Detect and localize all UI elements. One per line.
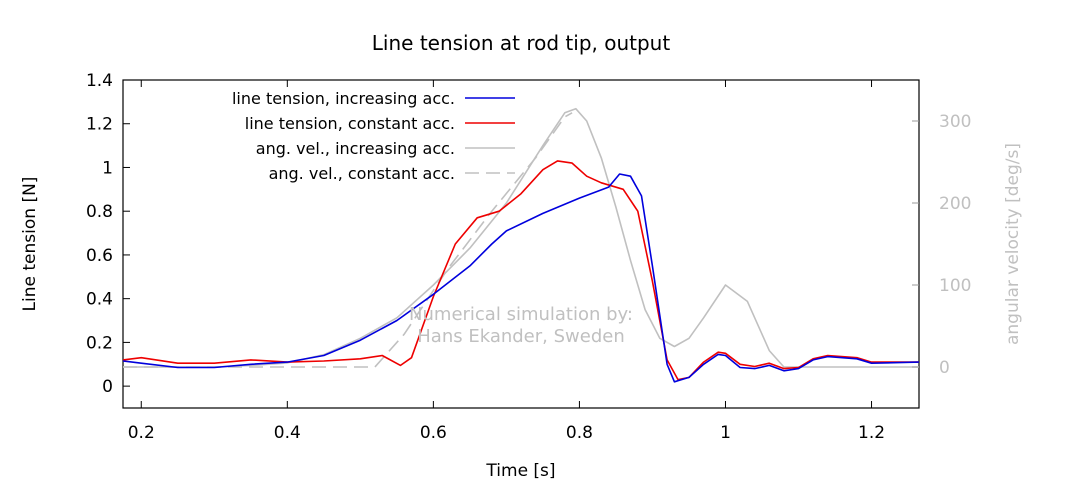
y-tick-label: 0.2 xyxy=(86,333,113,353)
legend-label: ang. vel., constant acc. xyxy=(269,164,455,183)
series-line-ang-vel-increasing-acc xyxy=(123,107,919,368)
y-tick-label: 0.8 xyxy=(86,202,113,222)
series-line-line-tension-increasing-acc xyxy=(122,173,920,383)
chart-title: Line tension at rod tip, output xyxy=(372,31,671,55)
y2-tick-label: 300 xyxy=(939,112,971,132)
plot-area xyxy=(122,79,920,409)
y-tick-label: 0.4 xyxy=(86,290,113,310)
plot-frame xyxy=(122,79,920,409)
y-tick-label: 1.4 xyxy=(86,71,113,91)
legend-label: ang. vel., increasing acc. xyxy=(256,139,455,158)
x-tick-label: 0.6 xyxy=(420,423,447,443)
y2-tick-label: 200 xyxy=(939,194,971,214)
series-line-ang-vel-constant-acc xyxy=(123,112,573,368)
annotation: Numerical simulation by:Hans Ekander, Sw… xyxy=(409,304,633,347)
y-tick-label: 0 xyxy=(102,377,113,397)
annotation-line: Numerical simulation by: xyxy=(409,304,633,325)
y2-tick-label: 100 xyxy=(939,276,971,296)
y2-tick-label: 0 xyxy=(939,358,950,378)
y-tick-label: 1 xyxy=(102,158,113,178)
x-tick-label: 1 xyxy=(720,423,731,443)
x-tick-label: 0.4 xyxy=(274,423,301,443)
x-tick-label: 1.2 xyxy=(858,423,885,443)
annotation-line: Hans Ekander, Sweden xyxy=(417,326,624,347)
y-tick-label: 0.6 xyxy=(86,246,113,266)
legend: line tension, increasing acc. line tensio… xyxy=(232,89,515,183)
tick-labels: 0.2 0.4 0.6 0.8 1 1.2 0 0.2 0.4 0.6 0.8 1 1.2 1.4 0 100… xyxy=(86,71,972,443)
series-line-line-tension-constant-acc xyxy=(122,160,919,381)
y2-axis-label: angular velocity [deg/s] xyxy=(1003,143,1023,345)
x-tick-label: 0.2 xyxy=(128,423,155,443)
y-axis-label: Line tension [N] xyxy=(20,177,40,312)
x-tick-label: 0.8 xyxy=(566,423,593,443)
y-tick-label: 1.2 xyxy=(86,115,113,135)
legend-label: line tension, constant acc. xyxy=(245,114,455,133)
legend-label: line tension, increasing acc. xyxy=(232,89,455,108)
x-axis-label: Time [s] xyxy=(485,461,555,481)
